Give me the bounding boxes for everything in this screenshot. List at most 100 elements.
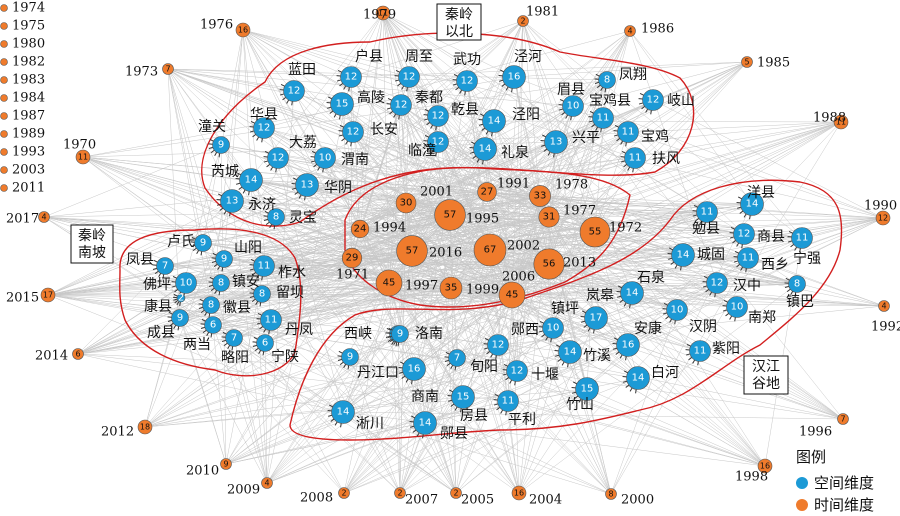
spatial-node-label: 丹凤: [285, 322, 313, 338]
spatial-node[interactable]: 12: [639, 90, 664, 115]
temporal-node[interactable]: 33: [529, 185, 550, 206]
spatial-node-label: 洛南: [415, 326, 443, 342]
year-list-item: 2003: [1, 163, 46, 178]
spatial-node-value: 11: [265, 315, 278, 326]
edge-arrow: [681, 266, 682, 270]
spatial-node-label: 灵宝: [289, 210, 317, 226]
edge-arrow: [465, 91, 466, 95]
spatial-node-value: 16: [408, 364, 421, 375]
temporal-node[interactable]: 29: [342, 248, 362, 268]
temporal-node[interactable]: 4: [262, 478, 273, 489]
temporal-node[interactable]: 31: [539, 207, 559, 227]
temporal-node-label: 2008: [300, 491, 333, 506]
temporal-node[interactable]: 9: [221, 459, 232, 470]
temporal-node-label: 2004: [529, 493, 562, 508]
spatial-node[interactable]: 7: [222, 330, 243, 351]
edge-arrow: [455, 407, 457, 410]
spatial-node-value: 12: [492, 340, 505, 351]
spatial-node-value: 9: [221, 254, 227, 265]
temporal-node[interactable]: 4: [879, 301, 890, 312]
temporal-node[interactable]: 55: [580, 217, 610, 247]
temporal-node[interactable]: 27: [478, 183, 497, 202]
temporal-node[interactable]: 2: [451, 488, 462, 499]
spatial-node-value: 12: [347, 127, 360, 138]
spatial-node-label: 岚皋: [586, 288, 614, 304]
spatial-node[interactable]: 15: [327, 93, 354, 120]
spatial-node-label: 汉中: [733, 278, 761, 294]
temporal-node[interactable]: 57: [397, 236, 428, 267]
edge-arrow: [211, 333, 212, 337]
spatial-node-label: 乾县: [451, 102, 479, 118]
edge-arrow: [328, 415, 332, 416]
temporal-node[interactable]: 6: [73, 349, 84, 360]
temporal-node[interactable]: 67: [474, 234, 506, 266]
temporal-node[interactable]: 17: [41, 288, 55, 302]
temporal-node[interactable]: 30: [396, 193, 416, 213]
temporal-node[interactable]: 8: [606, 489, 617, 500]
spatial-node-value: 11: [597, 113, 610, 124]
spatial-node[interactable]: 16: [613, 334, 640, 361]
temporal-node[interactable]: 2: [395, 488, 406, 499]
edge-arrow: [605, 88, 606, 92]
temporal-node[interactable]: 24: [351, 220, 369, 238]
temporal-node[interactable]: 45: [499, 282, 525, 308]
temporal-node[interactable]: 18: [138, 420, 152, 434]
spatial-node-label: 户县: [355, 48, 383, 65]
edge-arrow: [601, 128, 602, 132]
temporal-node-label: 2016: [429, 246, 462, 261]
spatial-node-label: 宝鸡: [641, 128, 669, 145]
edge-arrow: [484, 348, 488, 349]
edge-arrow: [334, 114, 336, 117]
spatial-node[interactable]: 13: [292, 174, 319, 201]
spatial-node-label: 商县: [757, 229, 785, 245]
edge-arrow: [554, 153, 555, 157]
temporal-node[interactable]: 57: [435, 200, 466, 231]
temporal-node[interactable]: 4: [625, 26, 636, 37]
edge-arrow: [512, 88, 513, 92]
edge-arrow: [555, 355, 559, 356]
spatial-node-label: 宁强: [793, 250, 821, 267]
edge-arrow: [640, 93, 644, 95]
spatial-node-label: 丹江口: [357, 365, 399, 381]
temporal-node[interactable]: 4: [39, 212, 50, 223]
temporal-node-value: 2: [397, 489, 402, 498]
spatial-node-label: 山阳: [234, 240, 262, 256]
spatial-node[interactable]: 11: [686, 341, 711, 366]
spatial-node-value: 12: [288, 86, 301, 97]
edge-arrow: [219, 291, 220, 295]
spatial-node-value: 12: [403, 72, 416, 83]
spatial-node-label: 竹溪: [583, 348, 611, 364]
spatial-node[interactable]: 11: [614, 122, 639, 147]
spatial-node-value: 12: [647, 95, 660, 106]
temporal-node[interactable]: 2: [339, 488, 350, 499]
edge-arrow: [515, 381, 516, 385]
spatial-node[interactable]: 7: [153, 258, 174, 279]
spatial-node[interactable]: 9: [212, 251, 233, 272]
year-list-label: 1982: [12, 55, 45, 70]
edge-arrow: [398, 83, 401, 85]
temporal-node[interactable]: 16: [512, 486, 526, 500]
spatial-node-value: 8: [259, 289, 265, 300]
spatial-node[interactable]: 6: [201, 317, 222, 338]
edge-arrow: [639, 103, 643, 104]
temporal-node[interactable]: 7: [838, 414, 849, 425]
temporal-node-label: 1992: [871, 320, 900, 335]
edge: [523, 21, 556, 142]
spatial-node-label: 镇坪: [551, 301, 579, 317]
temporal-node[interactable]: 5: [742, 57, 753, 68]
edge-arrow: [262, 138, 263, 142]
temporal-node[interactable]: 16: [236, 23, 250, 37]
edge-arrow: [211, 150, 214, 152]
spatial-node[interactable]: 12: [339, 122, 364, 147]
edge-arrow: [201, 251, 202, 255]
edge-arrow: [222, 267, 223, 271]
spatial-node-value: 6: [210, 320, 216, 331]
edge-arrow: [686, 354, 690, 355]
spatial-node[interactable]: 10: [723, 297, 748, 322]
edge-arrow: [201, 327, 205, 328]
spatial-node-label: 宁陕: [271, 348, 299, 365]
temporal-node[interactable]: 45: [376, 270, 402, 296]
temporal-node[interactable]: 35: [440, 277, 462, 299]
temporal-node[interactable]: 7: [163, 64, 174, 75]
temporal-node-label: 1976: [200, 18, 233, 33]
